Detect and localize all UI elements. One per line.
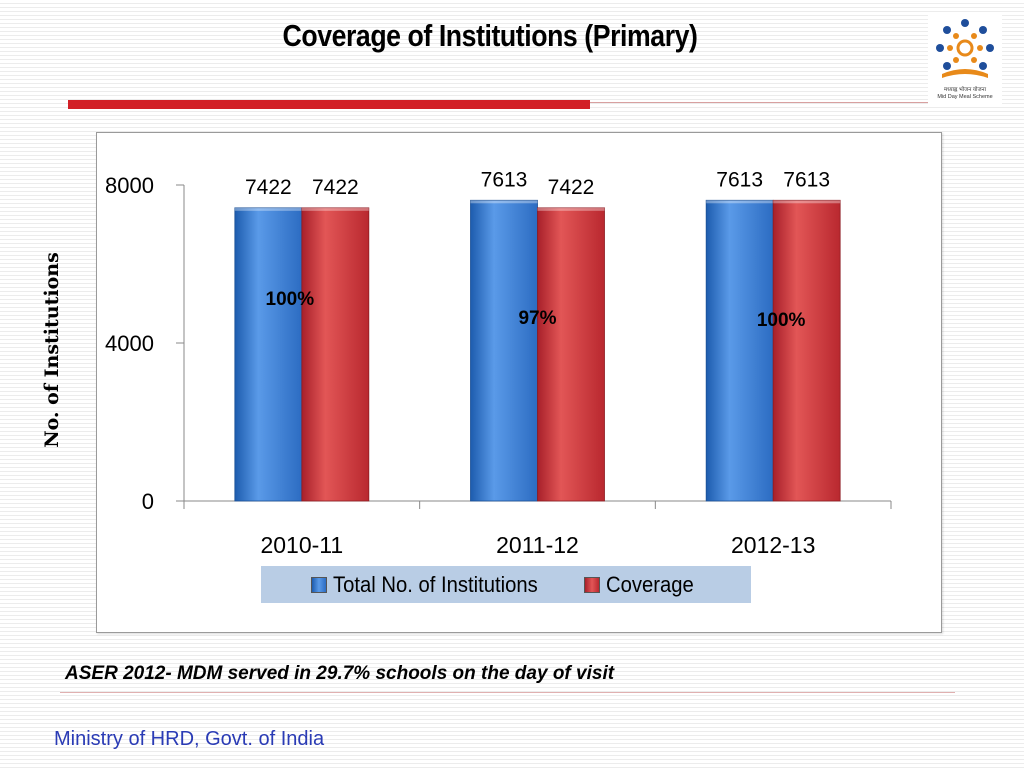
bar-highlight — [537, 207, 605, 211]
y-tick-label: 0 — [142, 489, 154, 514]
data-label-total: 7422 — [245, 176, 292, 199]
note-rule — [60, 692, 955, 693]
x-category-label: 2011-12 — [496, 532, 579, 558]
bar-highlight — [706, 200, 774, 204]
bar-coverage — [301, 207, 370, 502]
coverage-percent-annotation: 97% — [518, 308, 556, 329]
coverage-percent-annotation: 100% — [757, 310, 806, 331]
title-rule-thin — [590, 102, 930, 103]
chart-frame: 0 4000 8000 2010-11 2011-12 2012-13 7422 7422 76… — [96, 132, 942, 633]
y-tick-label: 8000 — [105, 173, 154, 198]
footer-ministry: Ministry of HRD, Govt. of India — [54, 728, 325, 750]
legend-item-total: Total No. of Institutions — [311, 572, 556, 598]
legend-swatch-total — [311, 576, 328, 593]
bar-highlight — [234, 207, 302, 211]
legend-label-total: Total No. of Institutions — [333, 571, 538, 597]
bar-total-institutions — [470, 199, 538, 502]
mid-day-meal-logo: मध्याह्न भोजन योजना Mid Day Meal Scheme — [928, 14, 1002, 106]
logo-emblem-icon — [936, 19, 994, 78]
bar-chart: 0 4000 8000 2010-11 2011-12 2012-13 7422 7422 76… — [105, 168, 892, 558]
data-label-total: 7613 — [716, 168, 763, 191]
legend-label-coverage: Coverage — [605, 571, 694, 597]
title-rule-red — [68, 100, 590, 109]
legend-item-coverage: Coverage — [583, 571, 701, 598]
x-category-label: 2012-13 — [731, 532, 815, 558]
aser-note: ASER 2012- MDM served in 29.7% schools o… — [65, 663, 615, 684]
bar-highlight — [773, 200, 841, 204]
data-label-total: 7613 — [481, 168, 528, 191]
data-label-coverage: 7422 — [312, 176, 359, 199]
bar-coverage — [772, 199, 841, 502]
bar-total-institutions — [234, 207, 303, 502]
bar-highlight — [301, 207, 369, 211]
data-label-coverage: 7422 — [548, 176, 595, 199]
coverage-percent-annotation: 100% — [266, 289, 315, 310]
bar-total-institutions — [705, 199, 774, 502]
bar-coverage — [537, 207, 605, 502]
slide-title: Coverage of Institutions (Primary) — [282, 18, 698, 53]
logo-caption-hindi: मध्याह्न भोजन योजना — [943, 87, 987, 93]
x-category-label: 2010-11 — [260, 532, 343, 558]
legend: Total No. of Institutions Coverage — [261, 566, 751, 603]
legend-swatch-coverage — [583, 576, 600, 593]
y-tick-label: 4000 — [105, 331, 154, 356]
y-axis-title: No. of Institutions — [41, 252, 63, 448]
bar-highlight — [470, 200, 538, 204]
logo-caption-english: Mid Day Meal Scheme — [937, 94, 993, 100]
data-label-coverage: 7613 — [783, 168, 830, 191]
